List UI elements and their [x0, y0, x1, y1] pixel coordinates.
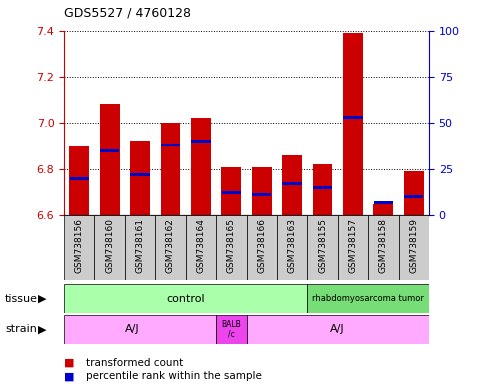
Bar [161, 144, 180, 147]
Text: GSM738162: GSM738162 [166, 218, 175, 273]
Bar [277, 215, 307, 280]
Bar [373, 204, 393, 215]
Text: ▶: ▶ [37, 324, 46, 334]
Bar [222, 192, 241, 194]
Bar [374, 201, 393, 204]
Bar [64, 215, 95, 280]
Bar [246, 315, 429, 344]
Text: GSM738159: GSM738159 [409, 218, 418, 273]
Bar [155, 215, 186, 280]
Text: rhabdomyosarcoma tumor: rhabdomyosarcoma tumor [312, 294, 424, 303]
Bar [70, 177, 89, 180]
Text: GSM738166: GSM738166 [257, 218, 266, 273]
Text: A/J: A/J [125, 324, 140, 334]
Bar [313, 164, 332, 215]
Text: GSM738164: GSM738164 [196, 218, 206, 273]
Bar [313, 186, 332, 189]
Bar [221, 167, 241, 215]
Bar [130, 141, 150, 215]
Bar [131, 173, 150, 176]
Bar [191, 140, 211, 143]
Bar [70, 146, 89, 215]
Text: GDS5527 / 4760128: GDS5527 / 4760128 [64, 6, 191, 19]
Bar [368, 215, 398, 280]
Text: ▶: ▶ [37, 293, 46, 304]
Bar [95, 215, 125, 280]
Bar [307, 284, 429, 313]
Text: GSM738158: GSM738158 [379, 218, 388, 273]
Bar [161, 123, 180, 215]
Bar [404, 171, 423, 215]
Bar [338, 215, 368, 280]
Bar [64, 315, 216, 344]
Bar [186, 215, 216, 280]
Bar [216, 315, 246, 344]
Bar [343, 33, 363, 215]
Bar [282, 155, 302, 215]
Bar [125, 215, 155, 280]
Text: tissue: tissue [5, 293, 38, 304]
Bar [64, 284, 307, 313]
Text: BALB
/c: BALB /c [221, 320, 241, 339]
Bar [252, 167, 272, 215]
Text: control: control [166, 293, 205, 304]
Text: GSM738163: GSM738163 [287, 218, 297, 273]
Text: A/J: A/J [330, 324, 345, 334]
Text: GSM738155: GSM738155 [318, 218, 327, 273]
Text: GSM738165: GSM738165 [227, 218, 236, 273]
Bar [246, 215, 277, 280]
Bar [252, 193, 271, 196]
Bar [282, 182, 302, 185]
Text: GSM738157: GSM738157 [349, 218, 357, 273]
Bar [100, 104, 120, 215]
Text: ■: ■ [64, 371, 74, 381]
Bar [343, 116, 362, 119]
Text: ■: ■ [64, 358, 74, 368]
Bar [307, 215, 338, 280]
Text: transformed count: transformed count [86, 358, 183, 368]
Bar [191, 118, 211, 215]
Bar [216, 215, 246, 280]
Bar [398, 215, 429, 280]
Text: GSM738156: GSM738156 [75, 218, 84, 273]
Bar [404, 195, 423, 198]
Bar [100, 149, 119, 152]
Text: strain: strain [5, 324, 37, 334]
Text: percentile rank within the sample: percentile rank within the sample [86, 371, 262, 381]
Text: GSM738160: GSM738160 [105, 218, 114, 273]
Text: GSM738161: GSM738161 [136, 218, 144, 273]
